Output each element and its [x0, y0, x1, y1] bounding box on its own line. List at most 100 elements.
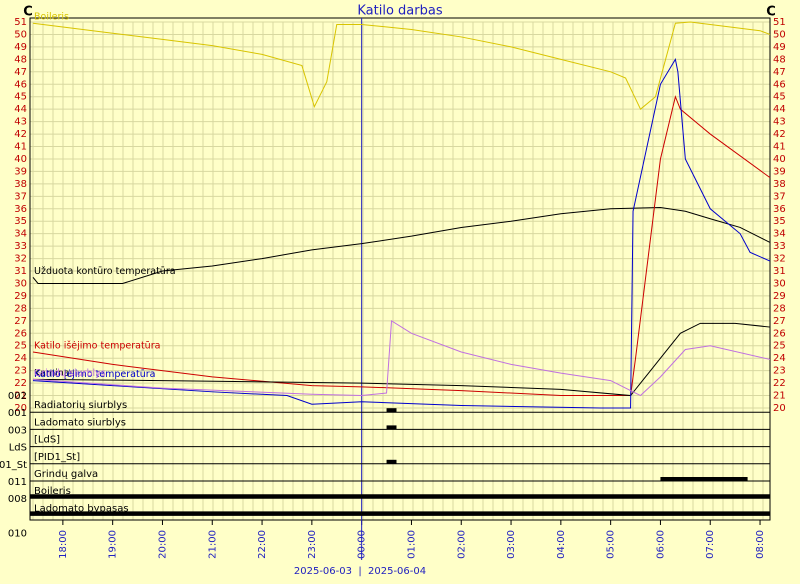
x-tick-label: 04:00	[556, 530, 567, 559]
y-tick-label: 42	[14, 129, 27, 140]
y-tick-label: 40	[14, 154, 27, 165]
track-name: [LdS]	[34, 435, 60, 446]
y-tick-label-right: 40	[773, 154, 786, 165]
y-tick-label: 22	[14, 378, 27, 389]
y-tick-label-right: 44	[773, 104, 786, 115]
y-tick-label-right: 47	[773, 67, 786, 78]
y-tick-label-right: 34	[773, 229, 786, 240]
y-tick-label-right: 39	[773, 166, 786, 177]
y-tick-label-right: 26	[773, 328, 786, 339]
y-tick-label-right: 21	[773, 391, 786, 402]
y-tick-label-right: 48	[773, 54, 786, 65]
track-name: Boileris	[34, 486, 71, 497]
date-right: 2025-06-04	[368, 566, 426, 577]
y-tick-label-right: 46	[773, 79, 786, 90]
track-code: 010	[8, 529, 27, 540]
track-name: [PID1_St]	[34, 452, 80, 463]
y-tick-label: 26	[14, 328, 27, 339]
series-label: Kaminas	[34, 368, 75, 379]
y-tick-label: 41	[14, 142, 27, 153]
y-tick-label-right: 41	[773, 142, 786, 153]
track-name: Grindų galva	[34, 469, 98, 480]
y-tick-label-right: 29	[773, 291, 786, 302]
y-tick-label: 37	[14, 191, 27, 202]
y-tick-label: 32	[14, 254, 27, 265]
track-name: Ladomato bypasas	[34, 503, 129, 514]
y-tick-label: 38	[14, 179, 27, 190]
x-tick-label: 23:00	[307, 530, 318, 559]
chart-title: Katilo darbas	[357, 4, 442, 19]
x-tick-label: 06:00	[655, 530, 666, 559]
x-tick-label: 08:00	[755, 530, 766, 559]
y-tick-label: 33	[14, 241, 27, 252]
x-tick-label: 18:00	[58, 530, 69, 559]
y-tick-label-right: 37	[773, 191, 786, 202]
track-name: Ladomato siurblys	[34, 417, 126, 428]
track-code: 003	[8, 425, 27, 436]
series-label: Katilo įėjimo temperatūra	[34, 369, 155, 380]
y-tick-label: 21	[14, 391, 27, 402]
y-tick-label: 20	[14, 403, 27, 414]
y-tick-label-right: 51	[773, 17, 786, 28]
track-code: 01_St	[0, 460, 27, 471]
track-code: LdS	[9, 443, 27, 454]
x-tick-label: 05:00	[606, 530, 617, 559]
y-tick-label: 46	[14, 79, 27, 90]
series-label: Katilo išėjimo temperatūra	[34, 340, 160, 351]
y-tick-label: 44	[14, 104, 27, 115]
series-label: Grindų siurblys	[34, 368, 106, 379]
y-tick-label-right: 27	[773, 316, 786, 327]
x-tick-label: 20:00	[157, 530, 168, 559]
track-name: Radiatorių siurblys	[34, 400, 127, 411]
series-line	[32, 207, 771, 284]
y-tick-label: 23	[14, 366, 27, 377]
y-tick-label: 47	[14, 67, 27, 78]
y-tick-label-right: 38	[773, 179, 786, 190]
x-tick-label: 21:00	[207, 530, 218, 559]
plot-frame	[29, 17, 771, 521]
y-tick-label-right: 33	[773, 241, 786, 252]
series-line	[32, 21, 771, 110]
y-tick-label: 39	[14, 166, 27, 177]
y-tick-label-right: 50	[773, 29, 786, 40]
y-tick-label: 30	[14, 278, 27, 289]
y-tick-label-right: 42	[773, 129, 786, 140]
y-tick-label-right: 36	[773, 204, 786, 215]
y-tick-label: 50	[14, 29, 27, 40]
series-label: Boileris	[34, 12, 69, 23]
track-code: 008	[8, 494, 27, 505]
y-tick-label-right: 31	[773, 266, 786, 277]
y-tick-label-right: 25	[773, 341, 786, 352]
unit-right: C	[766, 5, 776, 20]
y-tick-label-right: 49	[773, 42, 786, 53]
x-tick-label: 19:00	[108, 530, 119, 559]
y-tick-label: 29	[14, 291, 27, 302]
y-tick-label: 43	[14, 117, 27, 128]
y-tick-label-right: 23	[773, 366, 786, 377]
x-tick-label: 07:00	[705, 530, 716, 559]
y-tick-label: 49	[14, 42, 27, 53]
y-tick-label-right: 22	[773, 378, 786, 389]
y-tick-label: 51	[14, 17, 27, 28]
y-tick-label: 28	[14, 303, 27, 314]
y-tick-label: 25	[14, 341, 27, 352]
y-tick-label: 48	[14, 54, 27, 65]
y-tick-label: 36	[14, 204, 27, 215]
y-tick-label-right: 30	[773, 278, 786, 289]
track-code: 011	[8, 477, 27, 488]
y-tick-label-right: 20	[773, 403, 786, 414]
y-tick-label-right: 35	[773, 216, 786, 227]
series-label: Užduota kontūro temperatūra	[34, 266, 176, 277]
series-line	[32, 95, 771, 397]
y-tick-label-right: 45	[773, 92, 786, 103]
y-tick-label: 24	[14, 353, 27, 364]
y-tick-label: 45	[14, 92, 27, 103]
x-tick-label: 03:00	[506, 530, 517, 559]
track-code: 001	[8, 408, 27, 419]
y-tick-label-right: 32	[773, 254, 786, 265]
y-tick-label: 27	[14, 316, 27, 327]
unit-left: C	[23, 5, 33, 20]
date-sep: |	[358, 566, 361, 577]
